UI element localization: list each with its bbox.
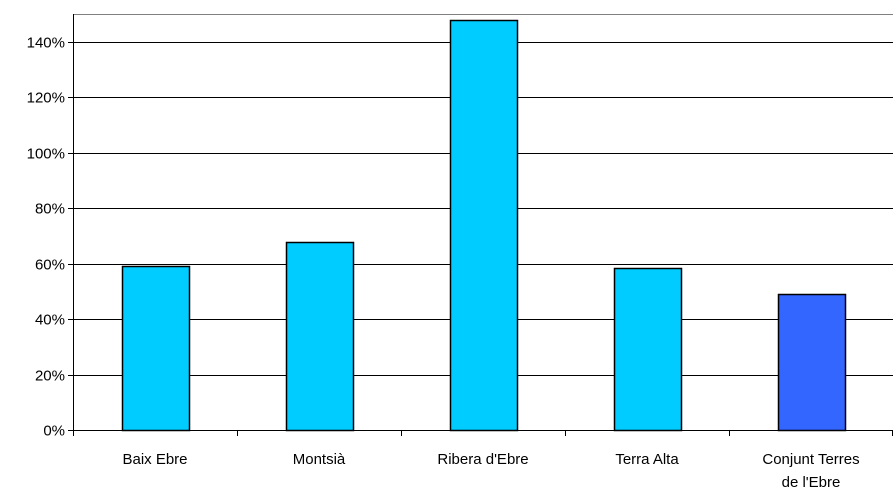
y-tick-label: 40% [35,312,65,329]
y-tick-label: 60% [35,257,65,274]
bar [285,241,355,432]
x-tick-label: Terra Alta [615,451,679,468]
x-axis-labels: Baix Ebre Montsià Ribera d'Ebre Terra Alta C… [122,451,859,491]
y-tick-label: 0% [43,423,65,440]
axes [73,14,893,436]
y-tick-label: 80% [35,201,65,218]
x-tick-label: Montsià [293,451,346,468]
x-tick-label: Ribera d'Ebre [437,451,528,468]
x-tick-label: Conjunt Terres de l'Ebre [762,451,859,491]
bar [449,19,519,432]
x-tick-label: Baix Ebre [122,451,187,468]
y-tick-label: 120% [27,90,65,107]
y-tick-label: 140% [27,35,65,52]
y-tick-label: 100% [27,146,65,163]
y-tick-label: 20% [35,368,65,385]
y-axis-ticks: 0% 20% 40% 60% 80% 100% 120% 140% [27,35,73,440]
bar [777,293,847,432]
bars [121,19,847,432]
bar [121,265,191,432]
bar [613,267,683,432]
